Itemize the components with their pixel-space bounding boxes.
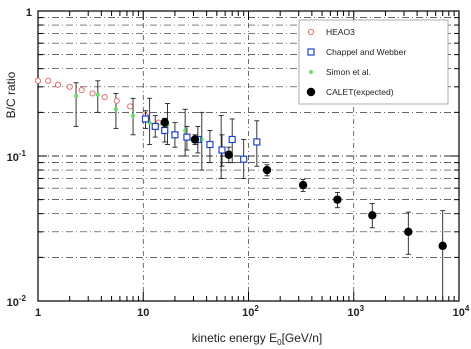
data-point (298, 180, 308, 190)
data-point (95, 92, 100, 97)
data-point (190, 135, 200, 144)
data-point (78, 86, 85, 94)
x-axis-label-main: kinetic energy E (192, 331, 277, 345)
data-point (253, 138, 261, 146)
data-point (240, 155, 248, 163)
legend-label: Simon et al. (326, 67, 371, 77)
legend-label: Chappel and Webber (326, 47, 406, 57)
x-axis-label-unit: [GeV/n] (282, 331, 323, 345)
data-point (101, 93, 108, 101)
y-tick-label: 10-2 (7, 294, 27, 309)
legend-marker (309, 70, 313, 74)
data-point (224, 150, 234, 159)
y-axis-label: B/C ratio (4, 71, 18, 118)
data-point (218, 146, 226, 154)
data-point (131, 113, 136, 118)
x-tick-label: 1 (35, 307, 41, 319)
series-calet-expected (160, 117, 447, 301)
data-point (333, 195, 342, 204)
legend-marker (307, 28, 315, 36)
legend-box (298, 19, 449, 105)
data-point (206, 140, 214, 149)
x-tick-label: 10 (137, 307, 149, 319)
data-point (127, 103, 134, 110)
data-point (113, 107, 118, 112)
data-point (34, 77, 42, 84)
legend-label: HEAO3 (326, 27, 355, 37)
data-point (89, 90, 96, 97)
data-point (54, 81, 62, 88)
x-tick-label: 102 (242, 304, 259, 319)
x-axis-label-sub: 0 (277, 338, 282, 347)
legend-marker (307, 48, 315, 56)
data-point (160, 118, 169, 127)
data-point (161, 126, 169, 135)
data-point (404, 227, 413, 237)
legend-marker (306, 87, 316, 97)
data-point (151, 122, 159, 131)
data-point (228, 135, 236, 144)
y-tick-label: 10-1 (7, 149, 27, 164)
axis-ticks (37, 10, 460, 302)
data-point (368, 211, 377, 220)
data-point (45, 77, 52, 84)
legend: HEAO3 Chappel and Webber Simon et al. CALET… (298, 19, 449, 105)
tick-labels: 1 10 102 103 104 1 10-1 10-2 (7, 7, 470, 319)
data-point (66, 83, 73, 90)
x-axis-label: kinetic energy E0[GeV/n] (192, 331, 323, 347)
data-point (74, 93, 79, 98)
data-series (34, 77, 447, 301)
legend-label: CALET(expected) (326, 87, 394, 97)
data-point (141, 115, 150, 123)
data-point (183, 133, 191, 141)
y-tick-label: 1 (26, 7, 32, 19)
data-point (438, 241, 447, 251)
data-point (113, 97, 120, 104)
data-point (262, 165, 272, 175)
data-point (171, 131, 179, 139)
x-tick-label: 104 (453, 304, 470, 319)
data-point (183, 128, 188, 133)
x-tick-label: 103 (347, 304, 364, 319)
